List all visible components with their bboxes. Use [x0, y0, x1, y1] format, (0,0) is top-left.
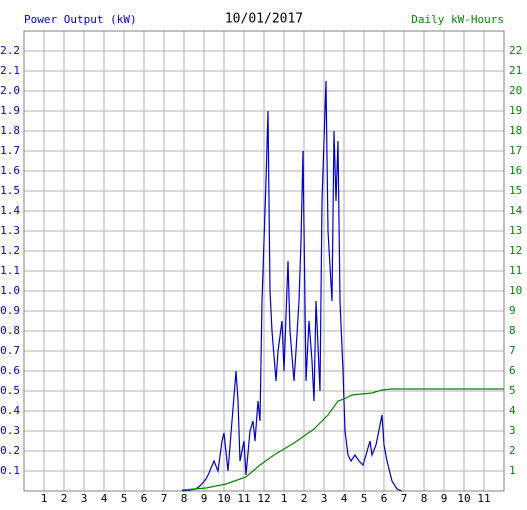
x-tick-label: 2	[301, 492, 308, 505]
y2-tick-label: 14	[509, 204, 523, 217]
y2-tick-label: 10	[509, 284, 522, 297]
y2-axis-label: Daily kW-Hours	[411, 13, 504, 26]
y-tick-label: 1.5	[0, 184, 20, 197]
x-tick-label: 9	[201, 492, 208, 505]
y2-tick-label: 21	[509, 64, 522, 77]
x-tick-label: 3	[321, 492, 328, 505]
y-tick-label: 1.1	[0, 264, 20, 277]
y-tick-label: 1.4	[0, 204, 20, 217]
y2-tick-label: 20	[509, 84, 522, 97]
plot-border	[23, 30, 505, 492]
y-tick-label: 1.3	[0, 224, 20, 237]
x-tick-label: 5	[361, 492, 368, 505]
y-axis-label: Power Output (kW)	[24, 13, 137, 26]
x-tick-label: 7	[401, 492, 408, 505]
x-tick-label: 8	[181, 492, 188, 505]
y2-tick-label: 18	[509, 124, 522, 137]
y-tick-label: 1.7	[0, 144, 20, 157]
y-tick-label: 0.2	[0, 444, 20, 457]
y-tick-label: 0.4	[0, 404, 20, 417]
y2-tick-label: 11	[509, 264, 522, 277]
x-tick-label: 3	[81, 492, 88, 505]
y-tick-label: 0.6	[0, 364, 20, 377]
x-tick-label: 6	[141, 492, 148, 505]
y2-tick-label: 22	[509, 44, 522, 57]
x-tick-label: 9	[441, 492, 448, 505]
x-tick-label: 1	[41, 492, 48, 505]
y-tick-label: 1.8	[0, 124, 20, 137]
y-tick-label: 2.0	[0, 84, 20, 97]
y-tick-label: 1.2	[0, 244, 20, 257]
data-line	[181, 80, 403, 492]
x-tick-label: 5	[121, 492, 128, 505]
y2-tick-label: 3	[509, 424, 516, 437]
x-tick-label: 7	[161, 492, 168, 505]
x-tick-label: 4	[101, 492, 108, 505]
x-tick-label: 11	[237, 492, 250, 505]
x-tick-label: 1	[281, 492, 288, 505]
y-tick-label: 1.6	[0, 164, 20, 177]
chart-title: 10/01/2017	[225, 12, 303, 27]
y2-tick-label: 15	[509, 184, 522, 197]
y2-tick-label: 12	[509, 244, 522, 257]
x-tick-label: 12	[257, 492, 270, 505]
x-tick-label: 6	[381, 492, 388, 505]
x-tick-label: 4	[341, 492, 348, 505]
y-tick-label: 0.8	[0, 324, 20, 337]
x-tick-label: 11	[477, 492, 490, 505]
y-tick-label: 1.9	[0, 104, 20, 117]
x-tick-label: 2	[61, 492, 68, 505]
y2-tick-label: 8	[509, 324, 516, 337]
y-tick-label: 1.0	[0, 284, 20, 297]
y-tick-label: 0.1	[0, 464, 20, 477]
y-tick-label: 0.9	[0, 304, 20, 317]
y-tick-label: 0.7	[0, 344, 20, 357]
y2-tick-label: 4	[509, 404, 516, 417]
y2-tick-label: 6	[509, 364, 516, 377]
y-tick-label: 2.2	[0, 44, 20, 57]
data-line	[181, 388, 504, 491]
x-tick-label: 10	[217, 492, 230, 505]
y2-tick-label: 5	[509, 384, 516, 397]
y2-tick-label: 16	[509, 164, 522, 177]
y2-tick-label: 13	[509, 224, 522, 237]
y2-tick-label: 9	[509, 304, 516, 317]
y-tick-label: 2.1	[0, 64, 20, 77]
y2-tick-label: 17	[509, 144, 522, 157]
y-tick-label: 0.5	[0, 384, 20, 397]
y2-tick-label: 7	[509, 344, 516, 357]
y-tick-label: 0.3	[0, 424, 20, 437]
y2-tick-label: 1	[509, 464, 516, 477]
y2-tick-label: 19	[509, 104, 522, 117]
x-tick-label: 8	[421, 492, 428, 505]
y2-tick-label: 2	[509, 444, 516, 457]
x-tick-label: 10	[457, 492, 470, 505]
